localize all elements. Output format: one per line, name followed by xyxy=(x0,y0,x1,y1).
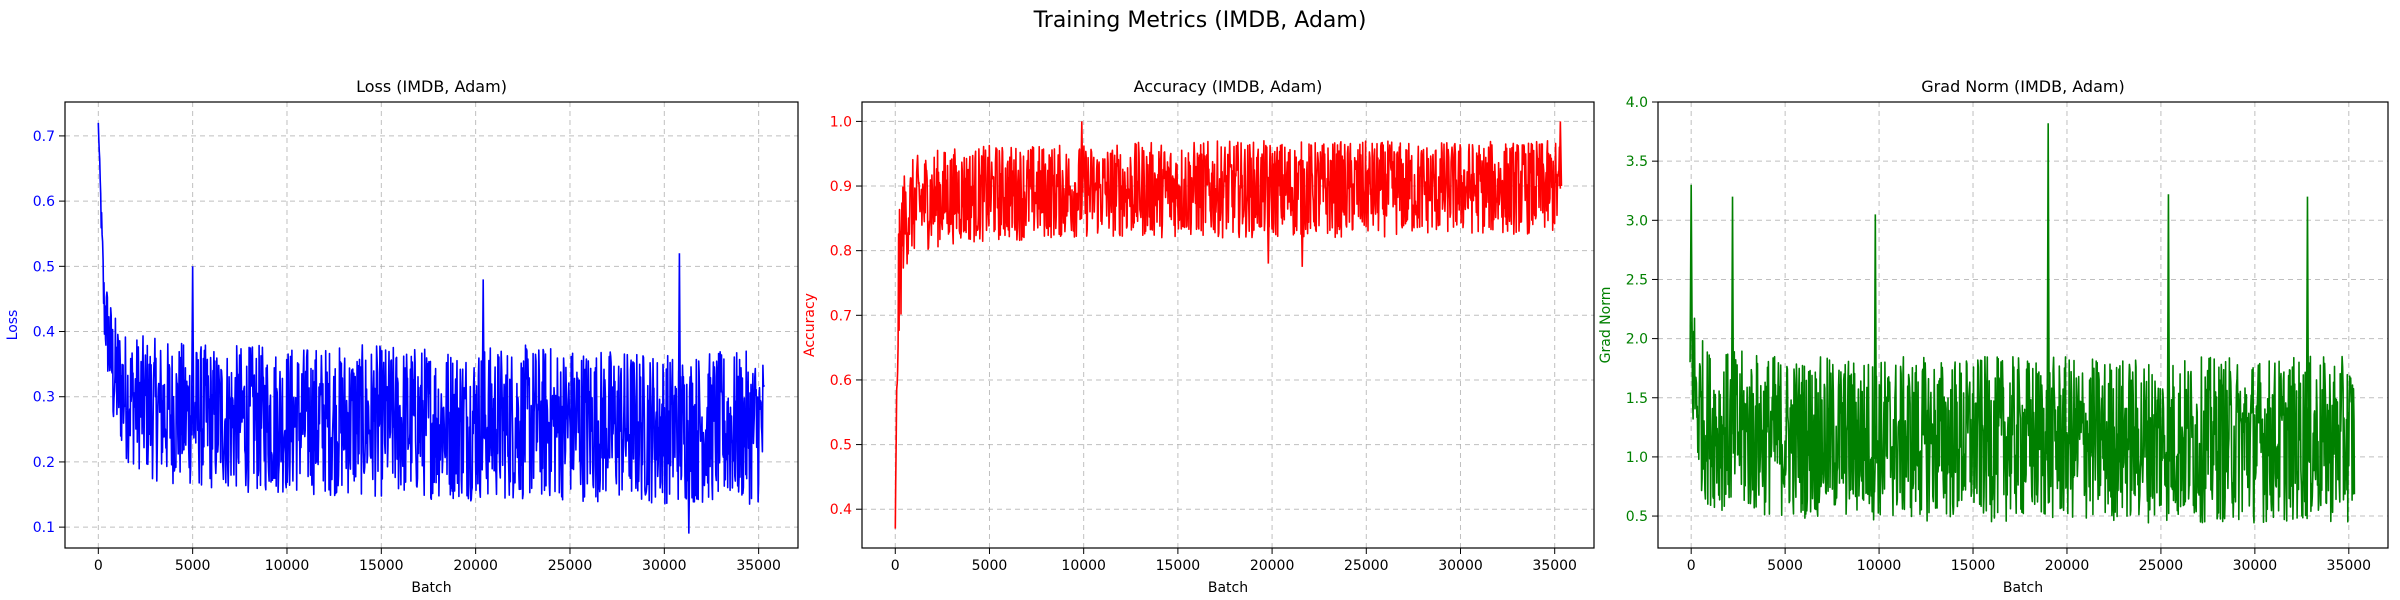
x-tick-label: 35000 xyxy=(736,558,781,574)
series-spike xyxy=(1266,189,1271,264)
x-tick-label: 30000 xyxy=(642,558,687,574)
x-tick-label: 0 xyxy=(94,558,103,574)
series-spike xyxy=(1873,214,1878,460)
x-tick-label: 35000 xyxy=(1532,558,1577,574)
series-spike xyxy=(1730,196,1735,454)
y-tick-label: 0.7 xyxy=(830,308,852,324)
y-axis-label: Accuracy xyxy=(802,293,818,357)
y-tick-label: 0.6 xyxy=(830,373,852,389)
x-axis-label: Batch xyxy=(411,580,451,596)
x-tick-label: 20000 xyxy=(2045,558,2090,574)
x-tick-label: 15000 xyxy=(1156,558,1201,574)
series-spike xyxy=(2305,196,2310,462)
y-tick-label: 0.4 xyxy=(33,325,55,341)
axes-frame xyxy=(1657,101,2389,549)
y-tick-label: 2.0 xyxy=(1626,332,1648,348)
x-tick-label: 30000 xyxy=(1438,558,1483,574)
x-tick-label: 10000 xyxy=(265,558,310,574)
series-spike xyxy=(686,439,691,534)
axes-frame xyxy=(64,101,799,549)
y-tick-label: 4.0 xyxy=(1626,95,1648,111)
x-tick-label: 30000 xyxy=(2233,558,2278,574)
x-tick-label: 15000 xyxy=(1951,558,1996,574)
y-tick-label: 0.7 xyxy=(33,129,55,145)
y-axis-label: Loss xyxy=(5,310,21,341)
y-tick-label: 1.0 xyxy=(1626,450,1648,466)
y-tick-label: 0.5 xyxy=(1626,509,1648,525)
x-tick-label: 20000 xyxy=(1250,558,1295,574)
axes-title: Accuracy (IMDB, Adam) xyxy=(1134,77,1323,96)
x-tick-label: 0 xyxy=(1687,558,1696,574)
x-tick-label: 25000 xyxy=(2139,558,2184,574)
x-tick-label: 25000 xyxy=(1344,558,1389,574)
series-spike xyxy=(1079,121,1084,193)
series-spike xyxy=(2046,123,2051,461)
y-tick-label: 0.8 xyxy=(830,244,852,260)
y-tick-label: 0.3 xyxy=(33,390,55,406)
x-tick-label: 10000 xyxy=(1857,558,1902,574)
series-line-0 xyxy=(97,122,766,505)
x-tick-label: 5000 xyxy=(175,558,211,574)
series-spike xyxy=(190,266,195,423)
y-axis-label: Grad Norm xyxy=(1598,287,1614,364)
y-tick-label: 3.5 xyxy=(1626,154,1648,170)
y-tick-label: 0.5 xyxy=(830,438,852,454)
y-tick-label: 0.5 xyxy=(33,259,55,275)
x-tick-label: 10000 xyxy=(1061,558,1106,574)
y-tick-label: 0.6 xyxy=(33,194,55,210)
x-tick-label: 5000 xyxy=(972,558,1008,574)
x-axis-label: Batch xyxy=(2003,580,2043,596)
axes-title: Loss (IMDB, Adam) xyxy=(356,77,507,96)
series-spike xyxy=(2166,194,2171,462)
series-line-1 xyxy=(894,140,1562,529)
y-tick-label: 0.1 xyxy=(33,520,55,536)
y-tick-label: 1.0 xyxy=(830,114,852,130)
x-tick-label: 35000 xyxy=(2327,558,2372,574)
series-spike xyxy=(1558,121,1563,187)
series-line-2 xyxy=(1690,317,2356,524)
y-tick-label: 3.0 xyxy=(1626,213,1648,229)
figure-title: Training Metrics (IMDB, Adam) xyxy=(1033,8,1367,33)
x-tick-label: 5000 xyxy=(1767,558,1803,574)
y-tick-label: 1.5 xyxy=(1626,391,1648,407)
axes-frame xyxy=(861,101,1595,549)
axes-title: Grad Norm (IMDB, Adam) xyxy=(1921,77,2124,96)
series-spike xyxy=(677,253,682,440)
x-axis-label: Batch xyxy=(1208,580,1248,596)
y-tick-label: 0.9 xyxy=(830,179,852,195)
series-spike xyxy=(1300,189,1305,267)
x-tick-label: 15000 xyxy=(359,558,404,574)
y-tick-label: 0.2 xyxy=(33,455,55,471)
y-tick-label: 0.4 xyxy=(830,502,852,518)
x-tick-label: 0 xyxy=(891,558,900,574)
series-spike xyxy=(481,279,486,436)
series-spike xyxy=(1689,184,1694,363)
x-tick-label: 20000 xyxy=(453,558,498,574)
x-tick-label: 25000 xyxy=(548,558,593,574)
y-tick-label: 2.5 xyxy=(1626,272,1648,288)
